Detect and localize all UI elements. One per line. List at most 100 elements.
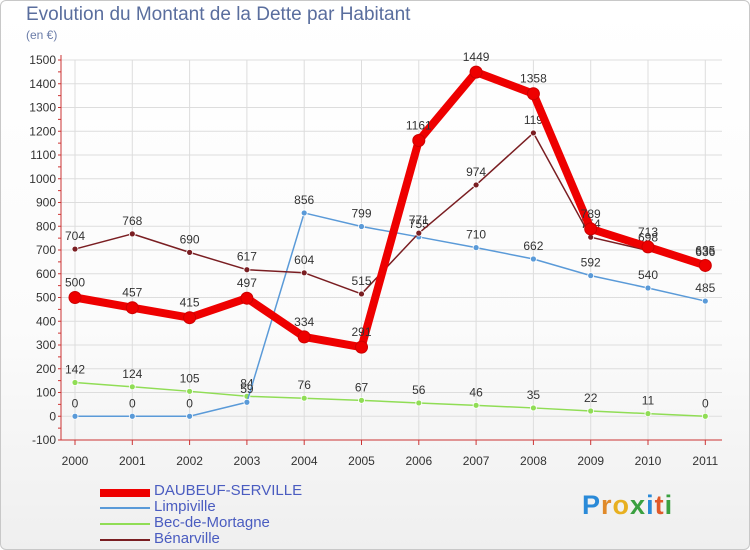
data-label: 690 — [180, 232, 200, 246]
data-label: 540 — [638, 268, 658, 282]
data-point — [300, 209, 308, 217]
x-tick-label: 2008 — [520, 454, 547, 468]
series-1: 0 0 0 59 856 799 755 710 662 592 540 485 — [71, 193, 716, 420]
logo-letter: t — [654, 490, 665, 520]
x-tick-label: 2011 — [692, 454, 718, 468]
x-tick-label: 2007 — [463, 454, 490, 468]
data-label: 710 — [466, 228, 486, 242]
axes: -100010020030040050060070080090010001100… — [29, 53, 722, 468]
data-label: 334 — [294, 315, 314, 329]
x-tick-label: 2009 — [577, 454, 604, 468]
x-tick-label: 2004 — [291, 454, 318, 468]
logo-letter: i — [664, 490, 674, 520]
data-point — [297, 330, 311, 344]
y-tick-label: 600 — [36, 267, 56, 281]
y-tick-label: 200 — [36, 362, 56, 376]
data-label: 56 — [412, 383, 426, 397]
data-point — [355, 340, 368, 354]
y-tick-label: 800 — [36, 219, 56, 233]
data-point — [183, 311, 197, 325]
data-point — [128, 230, 136, 238]
data-point — [186, 248, 194, 256]
data-label: 617 — [237, 250, 257, 264]
data-point — [472, 244, 480, 252]
data-label: 1449 — [463, 50, 490, 64]
x-tick-label: 2006 — [405, 454, 432, 468]
data-label: 46 — [469, 385, 483, 399]
data-label: 124 — [122, 367, 142, 381]
data-label: 59 — [240, 382, 254, 396]
data-point — [469, 65, 483, 79]
data-point — [300, 394, 308, 402]
data-point — [526, 87, 540, 101]
y-tick-label: 1100 — [30, 148, 56, 162]
legend-label: Limpiville — [154, 498, 216, 515]
logo-letter: o — [612, 490, 631, 520]
y-axis-unit: (en €) — [26, 28, 58, 42]
data-label: 771 — [409, 213, 429, 227]
series-0: 500 457 415 497 334 291 1161 1449 1358 789 713 635 — [65, 50, 716, 354]
data-point — [412, 134, 426, 148]
data-label: 698 — [638, 230, 658, 244]
data-point — [125, 301, 139, 315]
data-label: 1358 — [520, 72, 547, 86]
data-point — [584, 222, 598, 236]
data-label: 291 — [351, 325, 371, 339]
y-tick-label: 900 — [36, 196, 56, 210]
data-label: 635 — [695, 243, 715, 257]
data-point — [587, 272, 595, 280]
data-label: 485 — [695, 281, 715, 295]
data-label: 142 — [65, 363, 85, 377]
data-label: 755 — [409, 217, 429, 231]
data-label: 636 — [695, 245, 715, 259]
data-point — [587, 407, 595, 415]
data-label: 799 — [351, 206, 371, 220]
data-point — [358, 396, 365, 404]
data-point — [68, 291, 82, 304]
data-point — [71, 379, 79, 386]
y-tick-label: 300 — [36, 338, 56, 352]
data-label: 0 — [186, 396, 193, 410]
y-tick-label: -100 — [32, 433, 56, 447]
data-point — [240, 291, 254, 305]
data-point — [358, 290, 365, 298]
legend-swatch — [100, 489, 150, 497]
data-label: 604 — [294, 253, 314, 267]
data-point — [243, 266, 251, 274]
data-point — [644, 284, 652, 292]
data-label: 497 — [237, 276, 257, 290]
data-label: 76 — [298, 378, 312, 392]
y-tick-label: 500 — [36, 291, 56, 305]
y-tick-label: 0 — [49, 409, 56, 423]
legend-label: Bec-de-Mortagne — [154, 514, 270, 531]
data-point — [128, 412, 136, 420]
data-label: 0 — [72, 396, 79, 410]
y-tick-label: 100 — [36, 386, 56, 400]
x-tick-label: 2010 — [635, 454, 662, 468]
data-label: 84 — [240, 376, 254, 390]
data-label: 0 — [129, 396, 136, 410]
data-label: 415 — [180, 296, 200, 310]
y-tick-label: 700 — [36, 243, 56, 257]
logo-letter: P — [582, 490, 602, 520]
data-label: 105 — [180, 371, 200, 385]
legend-label: Bénarville — [154, 530, 220, 547]
data-point — [186, 412, 194, 420]
data-point — [698, 258, 712, 272]
plot-area: 142 124 105 84 76 67 56 46 35 22 11 0 0 0 0 59 856 799 755… — [65, 50, 716, 420]
data-point — [644, 410, 652, 418]
data-label: 515 — [351, 274, 371, 288]
data-label: 713 — [638, 225, 658, 239]
x-tick-label: 2003 — [234, 454, 261, 468]
data-label: 704 — [65, 229, 85, 243]
data-label: 1161 — [406, 119, 432, 133]
data-point — [186, 387, 194, 395]
legend-swatch — [100, 523, 150, 525]
data-label: 662 — [523, 239, 543, 253]
x-tick-label: 2002 — [176, 454, 203, 468]
series-line — [71, 68, 710, 352]
data-label: 0 — [702, 396, 709, 410]
logo-letter: r — [601, 490, 613, 520]
data-label: 67 — [355, 380, 369, 394]
data-point — [415, 229, 423, 237]
